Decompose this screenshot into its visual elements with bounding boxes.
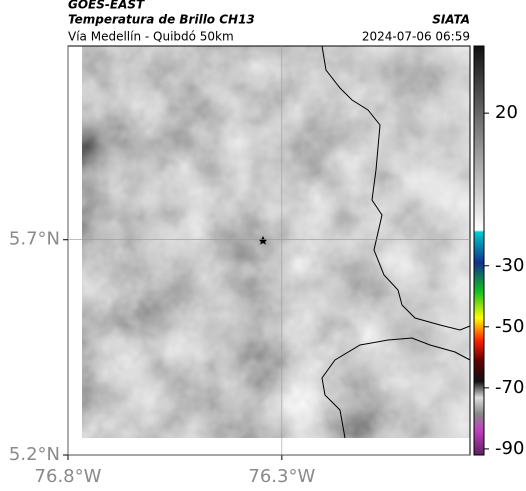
border [321, 45, 471, 331]
y-tick-label: 5.2°N [9, 444, 60, 465]
title: GOES-EAST [68, 0, 145, 12]
header: GOES-EAST Temperatura de Brillo CH13 SIA… [68, 0, 470, 44]
x-tick-label: 76.3°W [248, 466, 315, 487]
y-tick-label: 5.7°N [9, 229, 60, 250]
colorbar-scale [473, 45, 485, 456]
location: Vía Medellín - Quibdó 50km [68, 30, 234, 44]
subtitle: Temperatura de Brillo CH13 [68, 13, 255, 27]
datetime: 2024-07-06 06:59 [362, 30, 470, 44]
colorbar-tick-label: 20 [495, 102, 518, 123]
colorbar-tick-label: -30 [495, 255, 524, 276]
map-image [67, 45, 471, 456]
image-shade [82, 46, 470, 438]
source: SIATA [432, 13, 470, 27]
colorbar [473, 45, 485, 456]
colorbar-tick-label: -70 [495, 377, 524, 398]
x-tick-label: 76.8°W [35, 466, 102, 487]
border [321, 337, 471, 439]
location-marker [258, 236, 268, 245]
colorbar-tick-label: -50 [495, 316, 524, 337]
colorbar-tick-label: -90 [495, 438, 524, 459]
